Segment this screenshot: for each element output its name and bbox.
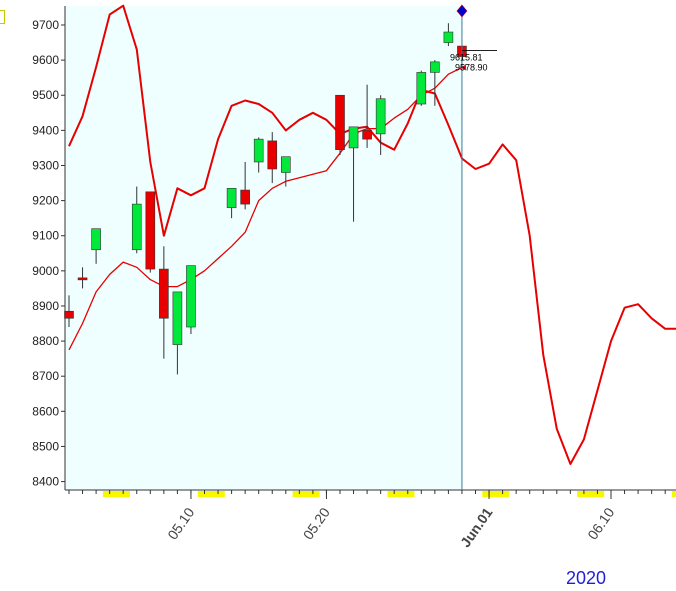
candle	[443, 23, 454, 47]
candle-body	[267, 140, 278, 170]
candle	[145, 191, 156, 273]
weekend-band	[102, 491, 130, 497]
y-axis: 8400 8500 8600 8700 8800 8900 9000 9100 9200 9300…	[32, 6, 66, 490]
candle	[172, 291, 183, 375]
candle-body	[131, 203, 142, 251]
weekend-band	[577, 491, 605, 497]
y-tick-label: 9000	[32, 264, 59, 278]
y-tick-label: 8800	[32, 334, 59, 348]
candle-body	[159, 268, 169, 319]
x-tick-label: 05.10	[164, 504, 197, 542]
y-tick-label: 8400	[32, 475, 59, 489]
candle-body	[430, 61, 440, 73]
candle	[159, 246, 169, 359]
weekend-band	[672, 491, 676, 497]
candle-body	[145, 191, 156, 270]
candle-body	[226, 188, 237, 208]
candle-body	[186, 265, 196, 328]
candle-body	[335, 94, 345, 150]
candle-body	[362, 130, 372, 140]
corner-marker	[0, 10, 5, 24]
candle	[362, 84, 372, 148]
current-marker-diamond	[456, 4, 468, 18]
x-tick-label: 05.20	[300, 504, 333, 542]
y-tick-label: 9500	[32, 88, 59, 102]
candle-body	[416, 72, 427, 105]
y-tick-label: 8500	[32, 439, 59, 453]
plot-background	[65, 6, 462, 490]
candle	[335, 94, 345, 155]
candle-body	[240, 189, 250, 205]
candle	[267, 132, 278, 184]
callout-label: 9578.90	[455, 63, 488, 73]
y-tick-label: 9300	[32, 158, 59, 172]
candle	[430, 60, 440, 106]
y-tick-label: 8600	[32, 404, 59, 418]
candle	[64, 295, 74, 328]
candle-body	[172, 291, 183, 345]
candle-body	[348, 126, 359, 149]
candle	[416, 70, 427, 106]
candle	[280, 156, 291, 187]
candle-body	[64, 310, 74, 319]
candle	[226, 188, 237, 219]
y-tick-label: 8700	[32, 369, 59, 383]
series-line-lower	[68, 66, 463, 351]
candle	[240, 161, 250, 210]
candle	[375, 95, 386, 155]
candle-body	[253, 138, 264, 163]
candle-body	[91, 228, 101, 251]
candle-body	[280, 156, 291, 173]
weekend-band	[292, 491, 320, 497]
weekend-band	[387, 491, 415, 497]
y-tick-label: 9600	[32, 53, 59, 67]
y-tick-label: 9200	[32, 194, 59, 208]
y-tick-label: 8900	[32, 299, 59, 313]
candle	[91, 228, 101, 264]
weekend-band	[482, 491, 510, 497]
candle	[348, 126, 359, 222]
candle-body	[375, 98, 386, 135]
y-tick-label: 9700	[32, 18, 59, 32]
candle	[253, 137, 264, 173]
weekend-band	[197, 491, 225, 497]
x-tick-label: Jun.01	[457, 504, 496, 550]
x-tick-label: 06.10	[584, 504, 617, 542]
candle-body	[77, 277, 88, 281]
candle-body	[443, 31, 454, 43]
candle	[186, 265, 196, 335]
callout-arrow	[460, 64, 466, 71]
year-label: 2020	[566, 568, 607, 588]
callout-label: 9615.81	[450, 53, 483, 63]
y-tick-label: 9400	[32, 123, 59, 137]
candle	[131, 186, 142, 254]
candle	[77, 267, 88, 289]
y-tick-label: 9100	[32, 229, 59, 243]
